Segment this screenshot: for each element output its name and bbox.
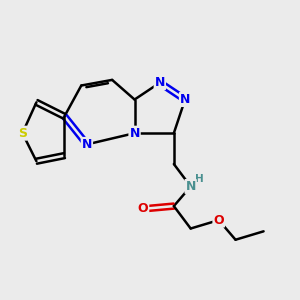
Text: H: H [195, 174, 203, 184]
Text: O: O [138, 202, 148, 215]
Text: N: N [129, 127, 140, 140]
Text: N: N [154, 76, 165, 89]
Text: O: O [213, 214, 224, 226]
Text: N: N [185, 180, 196, 193]
Text: S: S [18, 127, 27, 140]
Text: N: N [82, 138, 92, 151]
Text: N: N [180, 93, 190, 106]
